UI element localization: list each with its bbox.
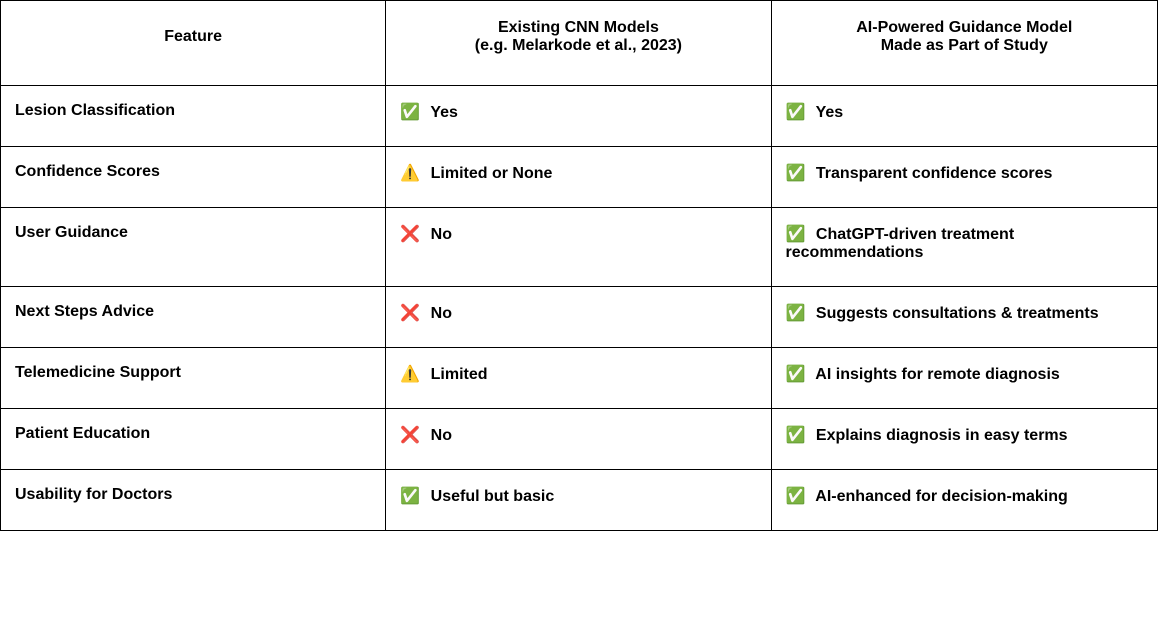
feature-cell: Lesion Classification xyxy=(1,86,386,147)
existing-text: Limited or None xyxy=(426,165,552,182)
cross-icon: ❌ xyxy=(400,224,420,244)
study-cell: ✅ Explains diagnosis in easy terms xyxy=(771,409,1157,470)
check-icon: ✅ xyxy=(400,102,420,122)
existing-cell: ❌ No xyxy=(386,208,771,287)
study-cell: ✅ Transparent confidence scores xyxy=(771,147,1157,208)
check-icon: ✅ xyxy=(786,486,806,506)
comparison-table-container: Feature Existing CNN Models (e.g. Melark… xyxy=(0,0,1158,531)
study-text: Transparent confidence scores xyxy=(811,165,1052,182)
table-row: Lesion Classification✅ Yes✅ Yes xyxy=(1,86,1158,147)
study-text: Explains diagnosis in easy terms xyxy=(811,427,1067,444)
header-existing: Existing CNN Models (e.g. Melarkode et a… xyxy=(386,1,771,86)
feature-cell: User Guidance xyxy=(1,208,386,287)
existing-cell: ⚠️ Limited or None xyxy=(386,147,771,208)
check-icon: ✅ xyxy=(786,163,806,183)
check-icon: ✅ xyxy=(786,425,806,445)
feature-cell: Usability for Doctors xyxy=(1,470,386,531)
existing-text: Limited xyxy=(426,366,487,383)
study-text: AI insights for remote diagnosis xyxy=(811,366,1059,383)
warning-icon: ⚠️ xyxy=(400,163,420,183)
study-text: AI-enhanced for decision-making xyxy=(811,488,1067,505)
table-header-row: Feature Existing CNN Models (e.g. Melark… xyxy=(1,1,1158,86)
study-text: Suggests consultations & treatments xyxy=(811,305,1098,322)
study-text: Yes xyxy=(811,104,843,121)
feature-cell: Patient Education xyxy=(1,409,386,470)
check-icon: ✅ xyxy=(786,364,806,384)
existing-cell: ✅ Useful but basic xyxy=(386,470,771,531)
header-feature-text: Feature xyxy=(164,28,222,45)
study-cell: ✅ ChatGPT-driven treatment recommendatio… xyxy=(771,208,1157,287)
header-feature: Feature xyxy=(1,1,386,86)
study-text: ChatGPT-driven treatment recommendations xyxy=(786,226,1015,261)
table-row: Telemedicine Support⚠️ Limited✅ AI insig… xyxy=(1,348,1158,409)
existing-text: No xyxy=(426,226,452,243)
existing-cell: ❌ No xyxy=(386,409,771,470)
existing-cell: ⚠️ Limited xyxy=(386,348,771,409)
study-cell: ✅ AI insights for remote diagnosis xyxy=(771,348,1157,409)
table-row: Next Steps Advice❌ No✅ Suggests consulta… xyxy=(1,287,1158,348)
study-cell: ✅ Yes xyxy=(771,86,1157,147)
cross-icon: ❌ xyxy=(400,303,420,323)
table-body: Lesion Classification✅ Yes✅ YesConfidenc… xyxy=(1,86,1158,531)
existing-text: No xyxy=(426,305,452,322)
header-study-line1: AI-Powered Guidance Model xyxy=(856,19,1072,36)
table-row: Patient Education❌ No✅ Explains diagnosi… xyxy=(1,409,1158,470)
study-cell: ✅ Suggests consultations & treatments xyxy=(771,287,1157,348)
existing-cell: ❌ No xyxy=(386,287,771,348)
header-existing-line1: Existing CNN Models xyxy=(498,19,659,36)
existing-text: Useful but basic xyxy=(426,488,554,505)
warning-icon: ⚠️ xyxy=(400,364,420,384)
feature-cell: Next Steps Advice xyxy=(1,287,386,348)
table-row: Usability for Doctors✅ Useful but basic✅… xyxy=(1,470,1158,531)
feature-cell: Telemedicine Support xyxy=(1,348,386,409)
check-icon: ✅ xyxy=(786,102,806,122)
feature-cell: Confidence Scores xyxy=(1,147,386,208)
existing-text: No xyxy=(426,427,452,444)
check-icon: ✅ xyxy=(786,224,806,244)
table-row: User Guidance❌ No✅ ChatGPT-driven treatm… xyxy=(1,208,1158,287)
table-row: Confidence Scores⚠️ Limited or None✅ Tra… xyxy=(1,147,1158,208)
header-study-line2: Made as Part of Study xyxy=(881,37,1048,54)
comparison-table: Feature Existing CNN Models (e.g. Melark… xyxy=(0,0,1158,531)
cross-icon: ❌ xyxy=(400,425,420,445)
study-cell: ✅ AI-enhanced for decision-making xyxy=(771,470,1157,531)
existing-text: Yes xyxy=(426,104,458,121)
existing-cell: ✅ Yes xyxy=(386,86,771,147)
check-icon: ✅ xyxy=(786,303,806,323)
header-existing-line2: (e.g. Melarkode et al., 2023) xyxy=(475,37,682,54)
check-icon: ✅ xyxy=(400,486,420,506)
header-study: AI-Powered Guidance Model Made as Part o… xyxy=(771,1,1157,86)
